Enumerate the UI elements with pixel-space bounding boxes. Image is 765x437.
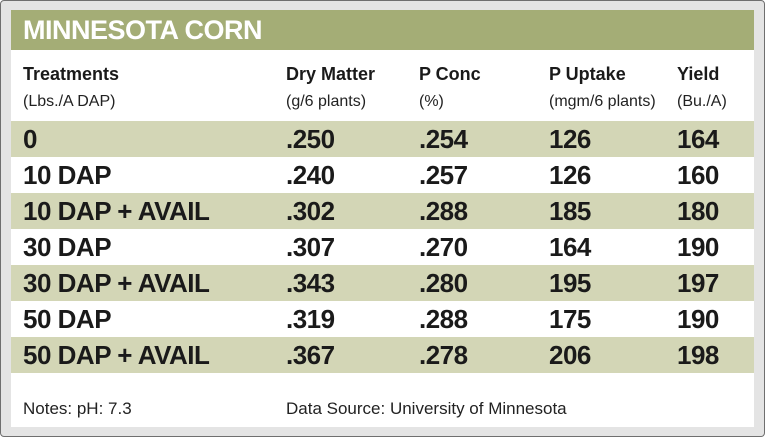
title-bar: MINNESOTA CORN [11,10,754,50]
yield-cell: 160 [677,160,719,190]
yield-cell: 197 [677,268,719,298]
treatment-cell: 30 DAP [23,232,112,262]
p-conc-cell: .278 [419,340,468,370]
p-uptake-cell: 164 [549,232,591,262]
treatment-cell: 0 [23,124,37,154]
treatment-cell: 10 DAP [23,160,112,190]
table-title: MINNESOTA CORN [23,15,263,45]
dry-matter-cell: .307 [286,232,335,262]
unit-dry-matter: (g/6 plants) [286,93,367,110]
table-panel: MINNESOTA CORN Treatments Dry Matter P C… [11,10,754,427]
p-conc-cell: .288 [419,304,468,334]
table-row: 50 DAP + AVAIL .367 .278 206 198 [11,337,754,373]
table-row: 0 .250 .254 126 164 [11,121,754,157]
header-yield: Yield [677,64,720,84]
unit-yield: (Bu./A) [677,93,727,110]
p-uptake-cell: 175 [549,304,591,334]
treatment-cell: 30 DAP + AVAIL [23,268,210,298]
dry-matter-cell: .250 [286,124,335,154]
dry-matter-cell: .367 [286,340,335,370]
header-p-uptake: P Uptake [549,64,626,84]
p-conc-cell: .270 [419,232,468,262]
data-source-text: Data Source: University of Minnesota [286,399,567,418]
notes-text: Notes: pH: 7.3 [23,399,132,418]
p-uptake-cell: 195 [549,268,591,298]
p-uptake-cell: 126 [549,124,591,154]
dry-matter-cell: .240 [286,160,335,190]
p-uptake-cell: 206 [549,340,591,370]
yield-cell: 198 [677,340,719,370]
table-row: 30 DAP + AVAIL .343 .280 195 197 [11,265,754,301]
treatment-cell: 10 DAP + AVAIL [23,196,210,226]
unit-p-conc: (%) [419,93,444,110]
p-conc-cell: .254 [419,124,468,154]
p-uptake-cell: 185 [549,196,591,226]
yield-cell: 180 [677,196,719,226]
unit-treatments: (Lbs./A DAP) [23,93,116,110]
header-p-conc: P Conc [419,64,481,84]
yield-cell: 190 [677,304,719,334]
yield-cell: 190 [677,232,719,262]
p-conc-cell: .280 [419,268,468,298]
treatment-cell: 50 DAP + AVAIL [23,340,210,370]
p-conc-cell: .288 [419,196,468,226]
unit-p-uptake: (mgm/6 plants) [549,93,656,110]
p-uptake-cell: 126 [549,160,591,190]
p-conc-cell: .257 [419,160,468,190]
treatment-cell: 50 DAP [23,304,112,334]
dry-matter-cell: .302 [286,196,335,226]
dry-matter-cell: .319 [286,304,335,334]
header-treatments: Treatments [23,64,120,84]
table-row: 10 DAP .240 .257 126 160 [11,157,754,193]
header-dry-matter: Dry Matter [286,64,376,84]
table-row: 50 DAP .319 .288 175 190 [11,301,754,337]
table-row: 30 DAP .307 .270 164 190 [11,229,754,265]
yield-cell: 164 [677,124,719,154]
dry-matter-cell: .343 [286,268,335,298]
table-row: 10 DAP + AVAIL .302 .288 185 180 [11,193,754,229]
